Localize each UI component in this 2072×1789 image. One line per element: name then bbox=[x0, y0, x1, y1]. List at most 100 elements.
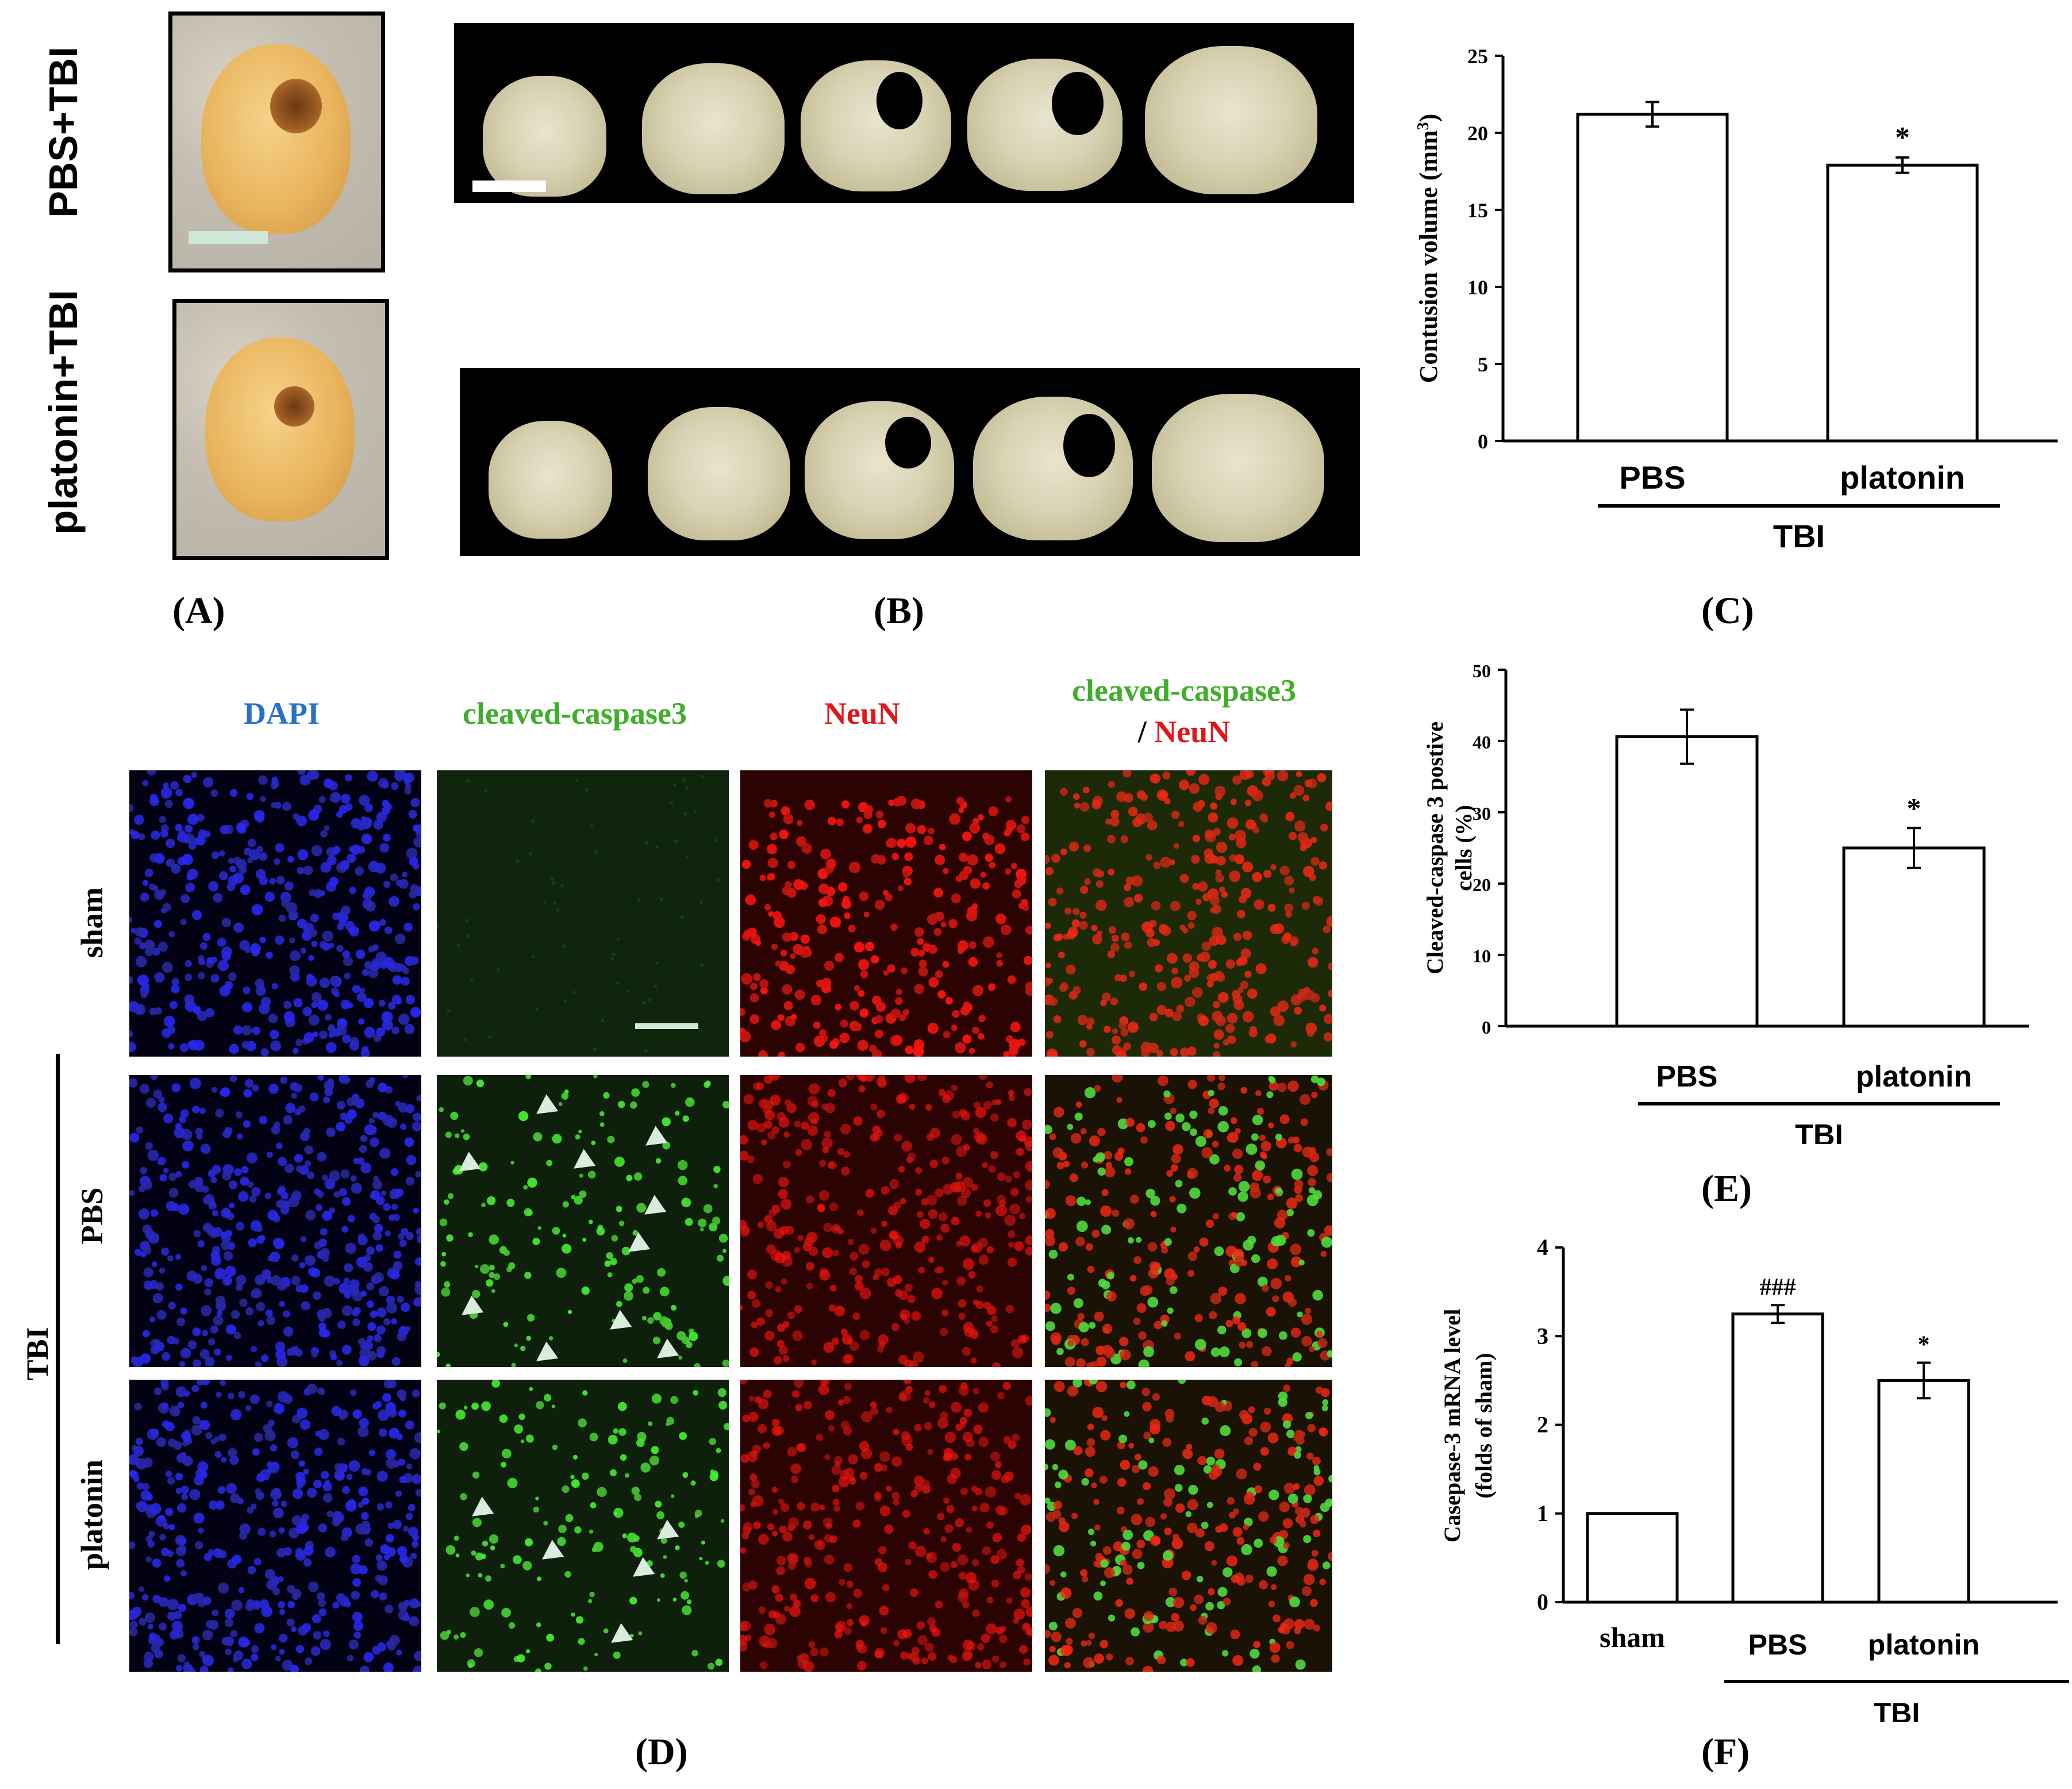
cell bbox=[1230, 1629, 1240, 1640]
cell bbox=[204, 1288, 212, 1296]
cell bbox=[1168, 1587, 1178, 1596]
cell bbox=[918, 959, 927, 968]
cell bbox=[306, 973, 313, 981]
micrograph-platonin-dapi bbox=[129, 1380, 421, 1672]
cell bbox=[160, 889, 167, 896]
cell bbox=[926, 1552, 937, 1563]
cell bbox=[864, 942, 875, 951]
cell bbox=[607, 1135, 615, 1143]
cell bbox=[718, 1400, 728, 1410]
cell bbox=[893, 797, 902, 807]
cell bbox=[878, 1546, 887, 1554]
cell bbox=[1080, 885, 1089, 894]
cell bbox=[848, 861, 860, 873]
cell bbox=[202, 1223, 212, 1233]
cell bbox=[958, 1312, 966, 1320]
cell bbox=[1128, 1442, 1135, 1449]
cell bbox=[1093, 1591, 1103, 1601]
cell bbox=[201, 1265, 207, 1272]
cell bbox=[1324, 1225, 1332, 1236]
cell bbox=[387, 1522, 394, 1529]
cell bbox=[228, 1392, 235, 1400]
cell bbox=[159, 1268, 166, 1274]
cell bbox=[1167, 1307, 1174, 1314]
cell bbox=[676, 1331, 686, 1341]
cell bbox=[162, 903, 171, 912]
cell bbox=[1045, 1208, 1056, 1219]
cell bbox=[1257, 1276, 1268, 1287]
cell bbox=[1132, 817, 1142, 827]
cell bbox=[135, 955, 147, 968]
cell bbox=[840, 1421, 849, 1430]
cell bbox=[740, 1304, 744, 1311]
cell bbox=[1089, 1380, 1098, 1385]
cell bbox=[167, 1026, 176, 1034]
cell bbox=[951, 1402, 962, 1413]
cell bbox=[399, 1395, 406, 1402]
cell bbox=[928, 1652, 937, 1661]
cell bbox=[293, 1488, 303, 1499]
cell bbox=[359, 1418, 370, 1428]
cell bbox=[1239, 770, 1251, 780]
cell bbox=[1054, 1381, 1065, 1392]
cell bbox=[878, 1334, 889, 1345]
cell bbox=[316, 1204, 322, 1211]
cell bbox=[1239, 1341, 1246, 1349]
cell bbox=[1237, 1191, 1248, 1202]
cell bbox=[618, 1428, 626, 1436]
cell bbox=[657, 1268, 666, 1277]
cell bbox=[819, 1269, 831, 1281]
cell bbox=[699, 963, 704, 967]
cell bbox=[664, 1322, 673, 1330]
cell bbox=[765, 1281, 773, 1289]
cell bbox=[278, 1601, 285, 1608]
cell bbox=[766, 1220, 777, 1231]
cell bbox=[751, 1450, 758, 1457]
cell bbox=[414, 1257, 421, 1266]
cell bbox=[537, 1576, 541, 1581]
cell bbox=[895, 1242, 902, 1249]
cell bbox=[275, 935, 285, 945]
cell bbox=[260, 796, 266, 802]
cell bbox=[900, 1651, 909, 1660]
cell bbox=[162, 1352, 171, 1361]
cell bbox=[129, 1078, 138, 1088]
cell bbox=[955, 1042, 966, 1054]
y-axis-label-line2: cells (%) bbox=[1451, 805, 1477, 891]
cell bbox=[895, 988, 902, 995]
cell bbox=[531, 955, 535, 959]
cell bbox=[437, 924, 440, 928]
cell bbox=[181, 1494, 188, 1500]
cell bbox=[272, 1587, 280, 1595]
cell bbox=[1060, 1645, 1072, 1656]
cell bbox=[1188, 1484, 1198, 1495]
panel-letter-f: (F) bbox=[1701, 1731, 1750, 1773]
cell bbox=[1309, 1152, 1320, 1162]
cell bbox=[1199, 1237, 1209, 1247]
group-label: TBI bbox=[1874, 1697, 1920, 1722]
cell bbox=[616, 981, 620, 985]
cell bbox=[1295, 1659, 1306, 1670]
cell bbox=[297, 919, 307, 928]
cell bbox=[990, 1325, 998, 1334]
cell bbox=[369, 1137, 379, 1147]
cell bbox=[1235, 1128, 1241, 1134]
cell bbox=[352, 985, 361, 993]
cell bbox=[164, 800, 173, 808]
cell bbox=[1058, 951, 1065, 958]
cell bbox=[317, 1151, 327, 1162]
cell bbox=[345, 1242, 356, 1254]
cell bbox=[363, 1262, 373, 1272]
cell bbox=[790, 1463, 801, 1475]
cell bbox=[278, 915, 286, 922]
cell bbox=[870, 1227, 877, 1234]
cell bbox=[1135, 1453, 1141, 1461]
cell bbox=[740, 1150, 749, 1161]
y-tick-label: 40 bbox=[1473, 732, 1491, 753]
cell bbox=[824, 1554, 835, 1565]
cell bbox=[663, 1555, 667, 1559]
cell bbox=[958, 853, 968, 862]
cell bbox=[971, 1184, 978, 1191]
cell bbox=[905, 1444, 913, 1451]
cell bbox=[804, 1237, 814, 1247]
